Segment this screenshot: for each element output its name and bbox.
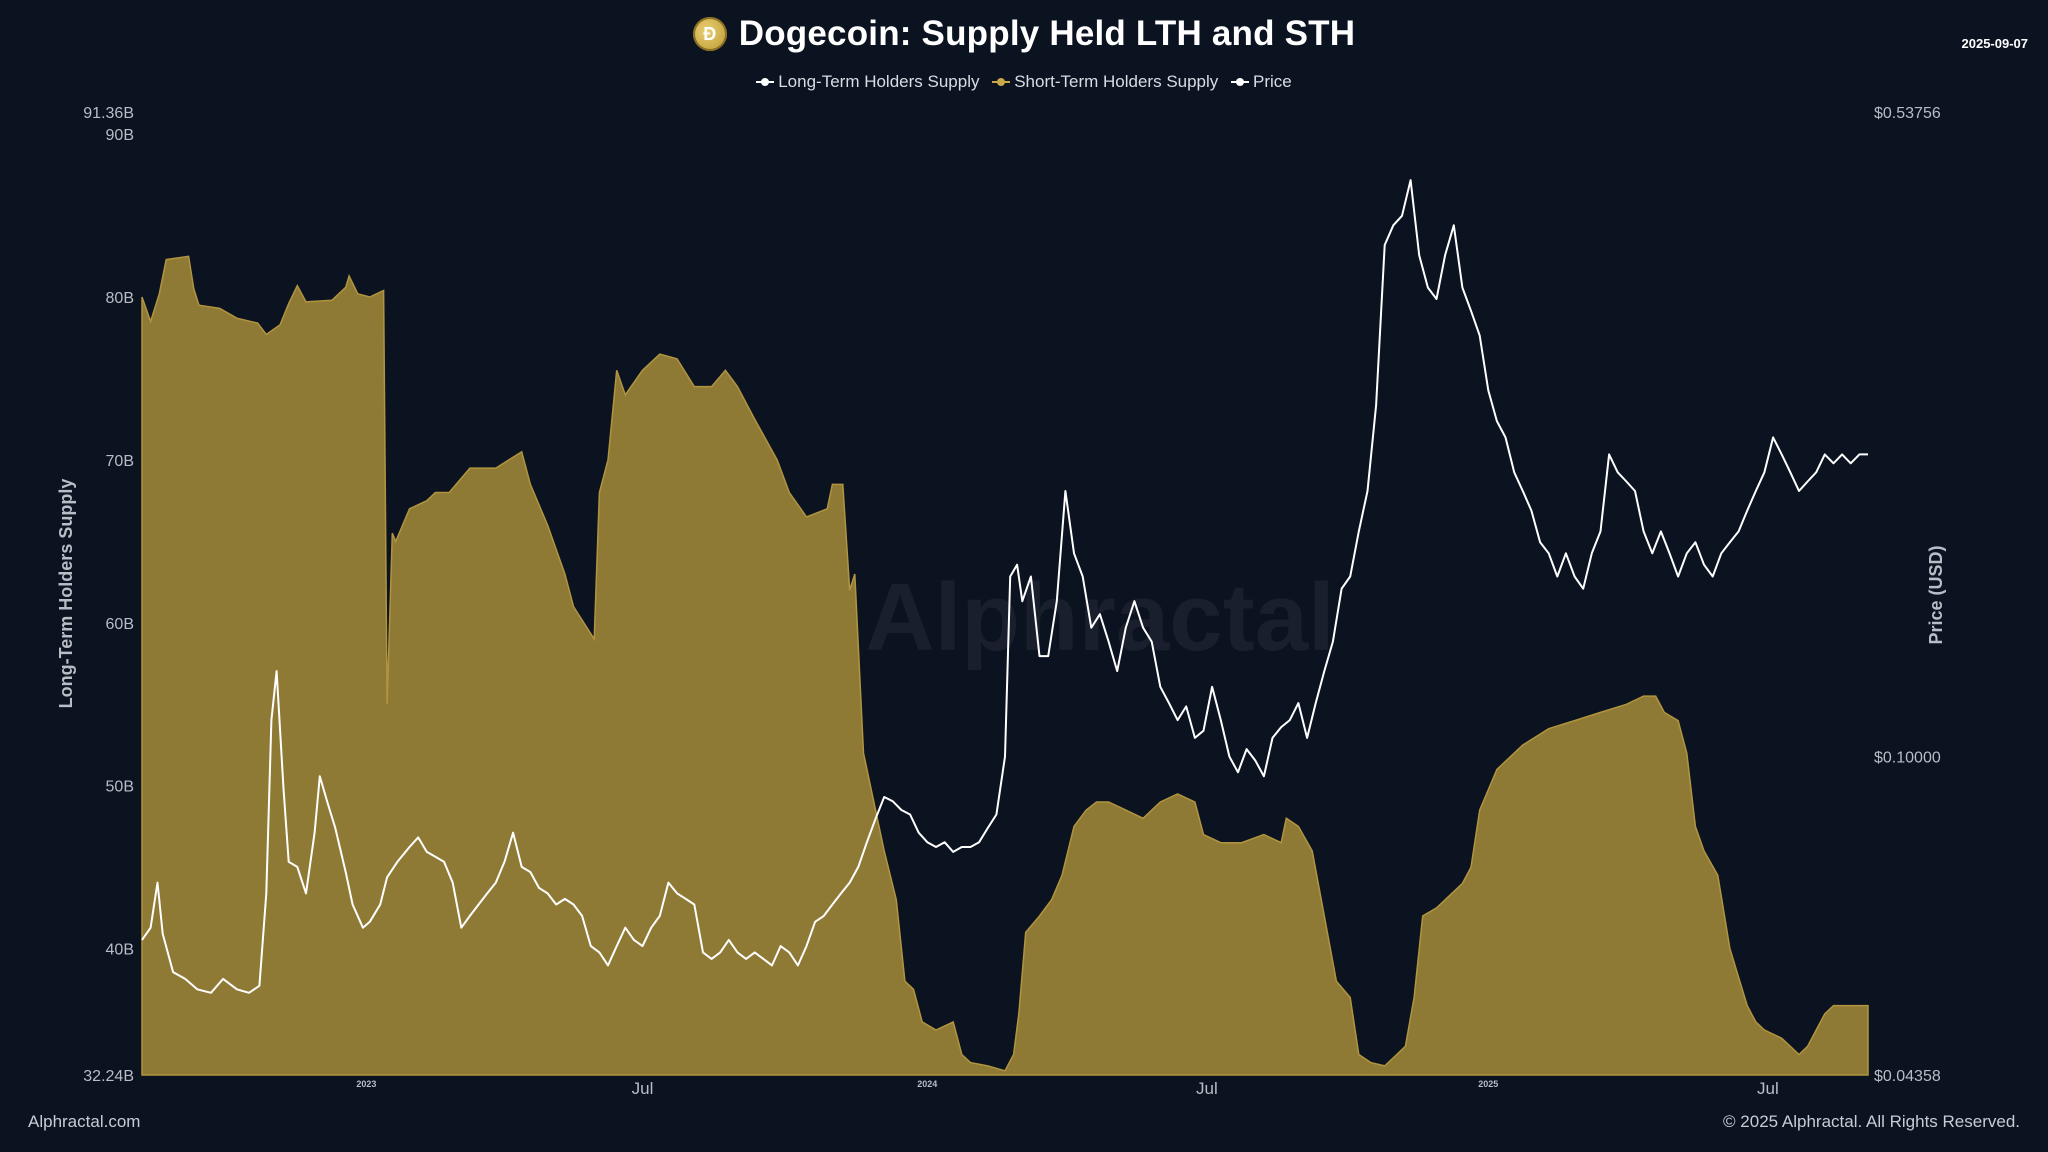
y-left-tick-label: 40B: [106, 942, 134, 959]
legend-label-sth: Short-Term Holders Supply: [1014, 72, 1219, 91]
y-right-tick-label: $0.04358: [1874, 1068, 1941, 1085]
price-line-series: [141, 179, 1868, 994]
legend-item-price[interactable]: Price: [1231, 72, 1292, 92]
legend-marker-lth: [756, 77, 775, 87]
price-line-path: [141, 179, 1868, 994]
footer-copyright: © 2025 Alphractal. All Rights Reserved.: [1723, 1112, 2020, 1131]
sth-area-path: [141, 255, 1869, 1076]
legend-marker-sth: [992, 77, 1011, 87]
y-axis-left: 32.24B 40B 50B 60B 70B 80B 90B 91.36B Long-Term …: [56, 105, 134, 1085]
legend-marker-price: [1231, 77, 1250, 87]
x-axis: 2023 Jul 2024 Jul 2025 Jul: [356, 1079, 1778, 1098]
footer-site[interactable]: Alphractal.com: [28, 1112, 141, 1131]
y-left-tick-label: 80B: [106, 290, 134, 307]
y-axis-right: $0.04358 $0.10000 $0.53756 Price (USD): [1874, 105, 1946, 1085]
sth-area-series: [141, 255, 1869, 1076]
y-left-axis-title: Long-Term Holders Supply: [56, 479, 76, 709]
y-left-tick-label: 70B: [106, 453, 134, 470]
legend-item-sth[interactable]: Short-Term Holders Supply: [992, 72, 1218, 92]
legend-item-lth[interactable]: Long-Term Holders Supply: [756, 72, 979, 92]
chart-date: 2025-09-07: [1961, 36, 2029, 51]
x-tick-label: Jul: [1196, 1079, 1218, 1098]
y-left-tick-label: 90B: [106, 127, 134, 144]
chart-title: Dogecoin: Supply Held LTH and STH: [738, 14, 1356, 53]
y-right-tick-label: $0.53756: [1874, 105, 1941, 122]
chart-legend: Long-Term Holders Supply Short-Term Hold…: [0, 72, 2048, 92]
y-left-tick-label: 50B: [106, 779, 134, 796]
dogecoin-coin-icon: Ð: [692, 17, 727, 51]
y-left-tick-label: 91.36B: [83, 105, 134, 122]
title-wrap: Ð Dogecoin: Supply Held LTH and STH: [692, 14, 1356, 54]
x-tick-label: 2024: [917, 1079, 937, 1089]
x-tick-label: Jul: [632, 1079, 654, 1098]
legend-label-lth: Long-Term Holders Supply: [778, 72, 980, 91]
y-right-tick-label: $0.10000: [1874, 750, 1941, 767]
x-tick-label: 2025: [1478, 1079, 1498, 1089]
chart-header: Ð Dogecoin: Supply Held LTH and STH: [0, 14, 2048, 54]
y-left-tick-label: 60B: [106, 616, 134, 633]
x-tick-label: Jul: [1757, 1079, 1779, 1098]
y-right-axis-title: Price (USD): [1926, 545, 1946, 644]
legend-label-price: Price: [1253, 72, 1292, 91]
x-tick-label: 2023: [356, 1079, 376, 1089]
y-left-tick-label: 32.24B: [83, 1068, 134, 1085]
